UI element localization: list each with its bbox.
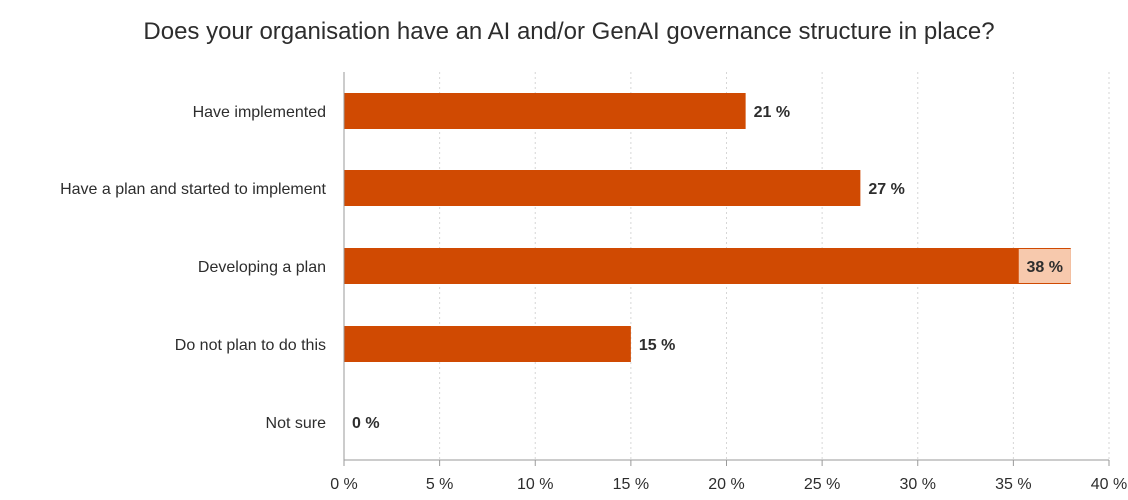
- x-tick-label: 25 %: [804, 476, 840, 493]
- x-tick-label: 0 %: [330, 476, 358, 493]
- x-tick-label: 20 %: [708, 476, 744, 493]
- x-tick-label: 15 %: [613, 476, 649, 493]
- value-label: 38 %: [1027, 259, 1063, 276]
- category-label: Do not plan to do this: [175, 337, 326, 354]
- labels: 0 % 5 % 10 % 15 % 20 % 25 % 30 % 35 % 40 % Have i…: [60, 104, 1127, 493]
- value-label: 27 %: [868, 181, 904, 198]
- value-label-highlight: [1018, 249, 1071, 283]
- x-tick-label: 10 %: [517, 476, 553, 493]
- bar[interactable]: [344, 326, 631, 362]
- category-label: Developing a plan: [198, 259, 326, 276]
- bar[interactable]: [344, 170, 861, 206]
- category-label: Have implemented: [193, 104, 326, 121]
- bars: [344, 93, 1071, 362]
- chart-title: Does your organisation have an AI and/or…: [143, 18, 995, 45]
- x-tick-label: 5 %: [426, 476, 454, 493]
- category-label: Not sure: [266, 415, 327, 432]
- value-label: 15 %: [639, 337, 675, 354]
- x-tick-label: 35 %: [995, 476, 1031, 493]
- value-label: 0 %: [352, 415, 380, 432]
- category-label: Have a plan and started to implement: [60, 181, 326, 198]
- value-label: 21 %: [754, 104, 790, 121]
- bar[interactable]: [344, 93, 746, 129]
- bar[interactable]: [344, 248, 1071, 284]
- x-tick-label: 40 %: [1091, 476, 1127, 493]
- axes: [343, 72, 1110, 466]
- x-tick-label: 30 %: [900, 476, 936, 493]
